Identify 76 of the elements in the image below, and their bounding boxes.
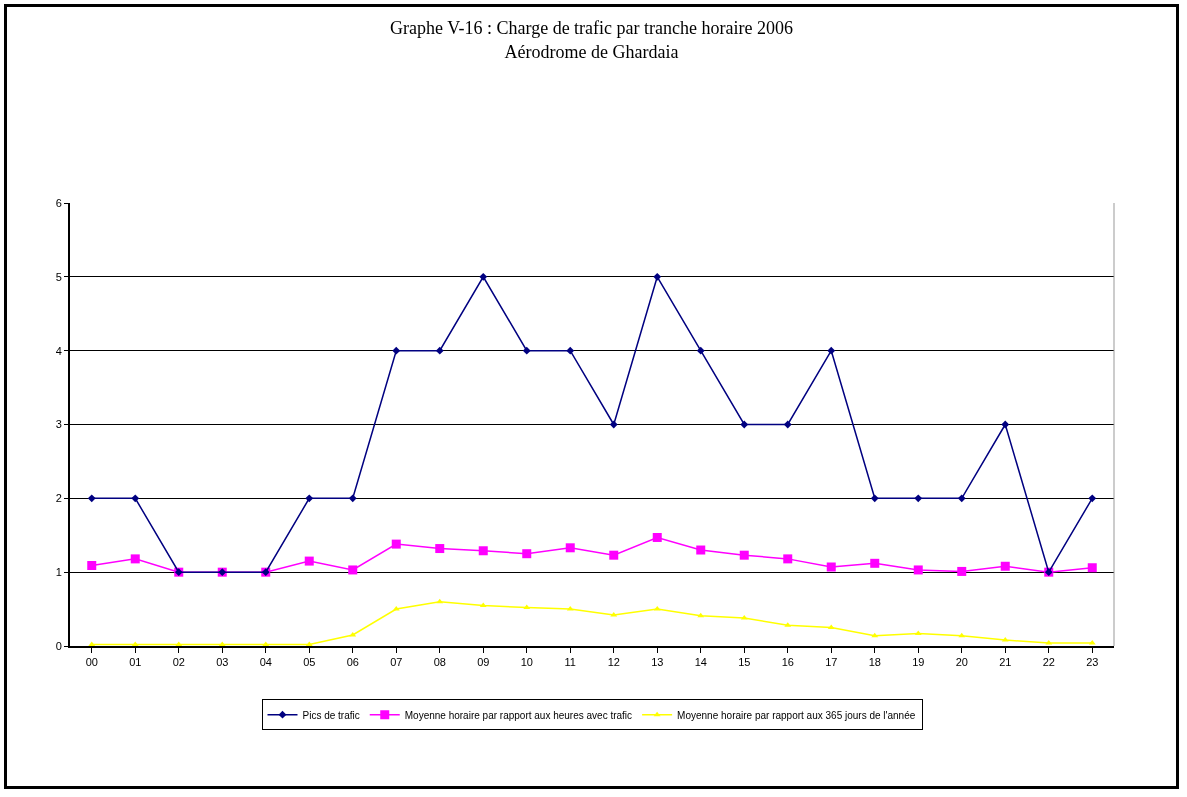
- point: [783, 554, 793, 564]
- point: [739, 550, 749, 560]
- point: [914, 494, 923, 503]
- point: [957, 566, 967, 576]
- point: [522, 549, 532, 559]
- x-tick-label: 23: [1086, 656, 1099, 669]
- point: [435, 346, 444, 355]
- point: [609, 420, 618, 429]
- point: [1088, 494, 1097, 503]
- x-tick-label: 12: [607, 656, 620, 669]
- legend-label: Moyenne horaire par rapport aux heures avec trafic: [404, 709, 633, 721]
- point: [826, 562, 836, 572]
- point: [653, 272, 662, 281]
- y-tick-label: 2: [55, 492, 62, 505]
- point: [1087, 563, 1097, 573]
- x-tick-label: 07: [390, 656, 403, 669]
- x-tick-label: 11: [564, 656, 576, 669]
- y-tick-label: 4: [55, 344, 62, 357]
- x-tick-label: 08: [433, 656, 446, 669]
- point: [870, 558, 880, 568]
- x-tick-label: 13: [651, 656, 664, 669]
- y-tick-label: 3: [55, 418, 62, 431]
- x-tick-label: 20: [955, 656, 968, 669]
- point: [652, 532, 662, 542]
- x-tick-label: 05: [303, 656, 316, 669]
- point: [913, 565, 923, 575]
- legend-label: Pics de trafic: [302, 709, 360, 721]
- x-tick-label: 10: [520, 656, 533, 669]
- x-tick-label: 22: [1042, 656, 1055, 669]
- point: [1001, 420, 1010, 429]
- x-tick-label: 04: [259, 656, 272, 669]
- point: [957, 494, 966, 503]
- point: [522, 346, 531, 355]
- x-tick-label: 02: [172, 656, 185, 669]
- point: [87, 561, 97, 571]
- point: [870, 494, 879, 503]
- point: [391, 539, 401, 549]
- point: [609, 550, 619, 560]
- y-tick-label: 6: [55, 196, 62, 209]
- point: [566, 346, 575, 355]
- point: [696, 545, 706, 555]
- chart-title: Graphe V-16 : Charge de trafic par tranche horaire 2006 Aérodrome de Ghardaia: [389, 18, 794, 62]
- point: [305, 494, 314, 503]
- x-tick-label: 21: [999, 656, 1012, 669]
- point: [348, 565, 358, 575]
- point: [565, 543, 575, 553]
- point: [479, 272, 488, 281]
- legend-label: Moyenne horaire par rapport aux 365 jours de l'année: [677, 709, 916, 721]
- point: [478, 546, 488, 556]
- x-tick-label: 06: [346, 656, 359, 669]
- point: [696, 346, 705, 355]
- x-tick-label: 09: [477, 656, 490, 669]
- point: [783, 420, 792, 429]
- x-tick-label: 14: [694, 656, 707, 669]
- x-tick-label: 15: [738, 656, 751, 669]
- x-tick-label: 17: [825, 656, 838, 669]
- x-tick-label: 00: [85, 656, 98, 669]
- x-tick-label: 19: [912, 656, 925, 669]
- y-tick-label: 1: [55, 566, 62, 579]
- x-tick-label: 16: [781, 656, 794, 669]
- point: [435, 544, 445, 554]
- point: [1000, 561, 1010, 571]
- point: [348, 494, 357, 503]
- y-tick-label: 5: [55, 270, 62, 283]
- x-tick-label: 18: [868, 656, 881, 669]
- point: [131, 494, 140, 503]
- point: [130, 554, 140, 564]
- point: [827, 624, 835, 630]
- x-tick-label: 01: [129, 656, 142, 669]
- point: [740, 420, 749, 429]
- point: [827, 346, 836, 355]
- point: [87, 494, 96, 503]
- x-tick-label: 03: [216, 656, 229, 669]
- point: [392, 346, 401, 355]
- y-tick-label: 0: [55, 639, 62, 652]
- point: [304, 556, 314, 566]
